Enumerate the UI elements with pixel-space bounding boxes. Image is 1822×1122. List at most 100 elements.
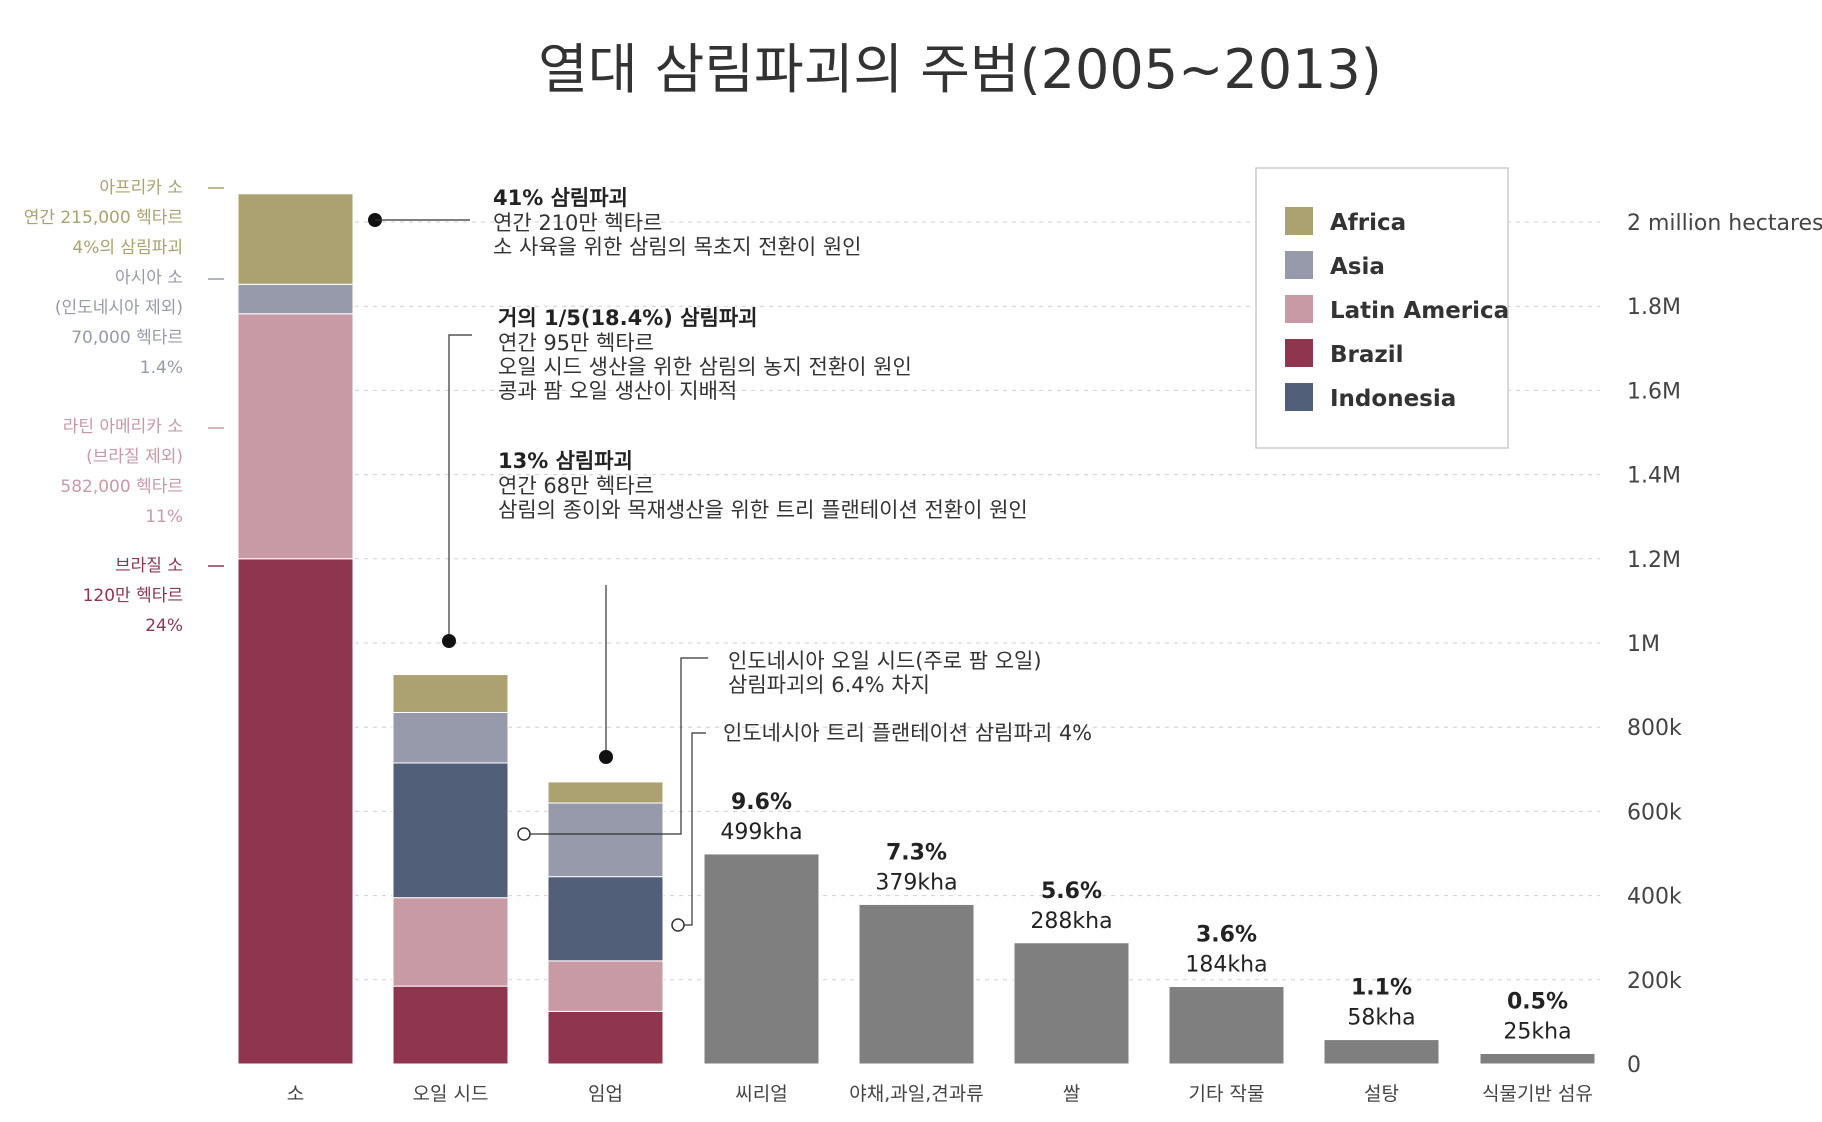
bar-brazil-0 bbox=[237, 558, 354, 1065]
bar-africa-2 bbox=[547, 781, 664, 804]
breakdown-line: 11% bbox=[145, 507, 183, 527]
bar-brazil-2 bbox=[547, 1010, 664, 1065]
data-label-pct: 3.6% bbox=[1196, 923, 1257, 948]
data-label-value: 379kha bbox=[875, 870, 957, 895]
breakdown-line: 70,000 헥타르 bbox=[71, 328, 183, 348]
legend-label: Latin America bbox=[1330, 298, 1509, 324]
legend-label: Indonesia bbox=[1330, 386, 1456, 412]
leader-dot bbox=[599, 750, 613, 764]
leader-ring bbox=[671, 918, 685, 932]
x-axis: 소 오일 시드 임업 씨리얼 야채,과일,견과류 쌀 기타 작물 설탕 식물기반 섬유 bbox=[287, 1083, 1593, 1105]
y-tick-label: 0 bbox=[1627, 1053, 1641, 1078]
category-label: 설탕 bbox=[1364, 1083, 1399, 1105]
data-label-value: 25kha bbox=[1503, 1019, 1571, 1044]
annotation-head: 41% 삼림파괴 bbox=[493, 186, 628, 210]
data-label-value: 184kha bbox=[1185, 953, 1267, 978]
legend: Africa Asia Latin America Brazil Indonesia bbox=[1255, 167, 1509, 449]
data-label-pct: 5.6% bbox=[1041, 879, 1102, 904]
annotation-line: 인도네시아 오일 시드(주로 팜 오일) bbox=[728, 649, 1042, 673]
category-label: 소 bbox=[287, 1083, 304, 1105]
y-tick-label: 1.2M bbox=[1627, 548, 1681, 573]
data-label-value: 288kha bbox=[1030, 909, 1112, 934]
annotation-line: 소 사육을 위한 삼림의 목초지 전환이 원인 bbox=[493, 235, 862, 259]
leader-line bbox=[448, 334, 472, 641]
breakdown-line: (인도네시아 제외) bbox=[55, 298, 183, 318]
data-label-value: 58kha bbox=[1347, 1006, 1415, 1031]
legend-swatch bbox=[1285, 383, 1313, 411]
data-label-pct: 1.1% bbox=[1351, 976, 1412, 1001]
category-label: 씨리얼 bbox=[735, 1083, 787, 1105]
bar-total-6 bbox=[1168, 986, 1285, 1065]
breakdown-line: 라틴 아메리카 소 bbox=[63, 417, 183, 437]
bar-brazil-1 bbox=[392, 985, 509, 1065]
data-label-pct: 9.6% bbox=[731, 790, 792, 815]
y-tick-label: 1.8M bbox=[1627, 295, 1681, 320]
chart-title: 열대 삼림파괴의 주범(2005~2013) bbox=[538, 38, 1382, 101]
legend-label: Asia bbox=[1330, 254, 1385, 280]
bar-latin-america-2 bbox=[547, 960, 664, 1012]
breakdown-line: 연간 215,000 헥타르 bbox=[24, 208, 183, 228]
breakdown-line: 1.4% bbox=[140, 358, 183, 378]
bar-total-4 bbox=[858, 903, 975, 1065]
breakdown-line: 24% bbox=[145, 616, 183, 636]
breakdown-line: 120만 헥타르 bbox=[83, 586, 183, 606]
category-label: 오일 시드 bbox=[413, 1083, 489, 1105]
bar-total-7 bbox=[1323, 1039, 1440, 1065]
breakdown-line: (브라질 제외) bbox=[86, 447, 183, 467]
bars bbox=[237, 193, 1596, 1065]
bar-latin-america-0 bbox=[237, 313, 354, 560]
y-tick-label: 2 million hectares bbox=[1627, 211, 1822, 236]
data-label-pct: 7.3% bbox=[886, 840, 947, 865]
bar-asia-0 bbox=[237, 283, 354, 315]
bar-indonesia-1 bbox=[392, 762, 509, 899]
gridlines bbox=[355, 221, 1600, 981]
legend-label: Africa bbox=[1330, 210, 1406, 236]
annotation-head: 거의 1/5(18.4%) 삼림파괴 bbox=[498, 306, 758, 330]
legend-swatch bbox=[1285, 251, 1313, 279]
y-tick-label: 1.4M bbox=[1627, 464, 1681, 489]
y-tick-label: 800k bbox=[1627, 716, 1682, 741]
annotation-line: 삼림의 종이와 목재생산을 위한 트리 플랜테이션 전환이 원인 bbox=[498, 498, 1028, 522]
data-label-pct: 0.5% bbox=[1507, 989, 1568, 1014]
leader-dot bbox=[442, 634, 456, 648]
annotation-line: 연간 68만 헥타르 bbox=[498, 474, 654, 498]
legend-label: Brazil bbox=[1330, 342, 1404, 368]
annotation-line: 인도네시아 트리 플랜테이션 삼림파괴 4% bbox=[723, 721, 1092, 745]
category-label: 쌀 bbox=[1063, 1083, 1080, 1105]
legend-swatch bbox=[1285, 295, 1313, 323]
data-label-value: 499kha bbox=[720, 820, 802, 845]
annotation-line: 오일 시드 생산을 위한 삼림의 농지 전환이 원인 bbox=[498, 355, 912, 379]
y-tick-label: 200k bbox=[1627, 969, 1682, 994]
annotation-head: 13% 삼림파괴 bbox=[498, 449, 633, 473]
annotation-line: 콩과 팜 오일 생산이 지배적 bbox=[498, 379, 737, 403]
bar-asia-1 bbox=[392, 711, 509, 764]
bar-africa-1 bbox=[392, 674, 509, 713]
breakdown-line: 아시아 소 bbox=[115, 268, 183, 288]
bar-asia-2 bbox=[547, 802, 664, 878]
y-tick-label: 1.6M bbox=[1627, 379, 1681, 404]
y-tick-label: 600k bbox=[1627, 800, 1682, 825]
breakdown-line: 582,000 헥타르 bbox=[60, 477, 183, 497]
category-label: 야채,과일,견과류 bbox=[849, 1083, 983, 1105]
legend-swatch bbox=[1285, 207, 1313, 235]
category-label: 식물기반 섬유 bbox=[1482, 1083, 1593, 1105]
category-label: 임업 bbox=[588, 1083, 623, 1105]
bar-total-8 bbox=[1479, 1052, 1596, 1065]
breakdown-line: 4%의 삼림파괴 bbox=[72, 238, 183, 258]
data-labels: 9.6% 499kha 7.3% 379kha 5.6% 288kha 3.6% 184kha… bbox=[720, 790, 1571, 1045]
annotation-line: 삼림파괴의 6.4% 차지 bbox=[728, 673, 930, 697]
y-axis: 2 million hectares 1.8M 1.6M 1.4M 1.2M 1M 800k… bbox=[1627, 211, 1822, 1078]
y-tick-label: 400k bbox=[1627, 885, 1682, 910]
breakdown-line: 아프리카 소 bbox=[99, 178, 183, 198]
leader-ring bbox=[517, 827, 531, 841]
leader-line bbox=[684, 732, 706, 926]
bar-total-3 bbox=[703, 853, 820, 1065]
y-tick-label: 1M bbox=[1627, 632, 1660, 657]
legend-swatch bbox=[1285, 339, 1313, 367]
bar-latin-america-1 bbox=[392, 897, 509, 987]
breakdown-line: 브라질 소 bbox=[115, 556, 183, 576]
bar-africa-0 bbox=[237, 193, 354, 285]
